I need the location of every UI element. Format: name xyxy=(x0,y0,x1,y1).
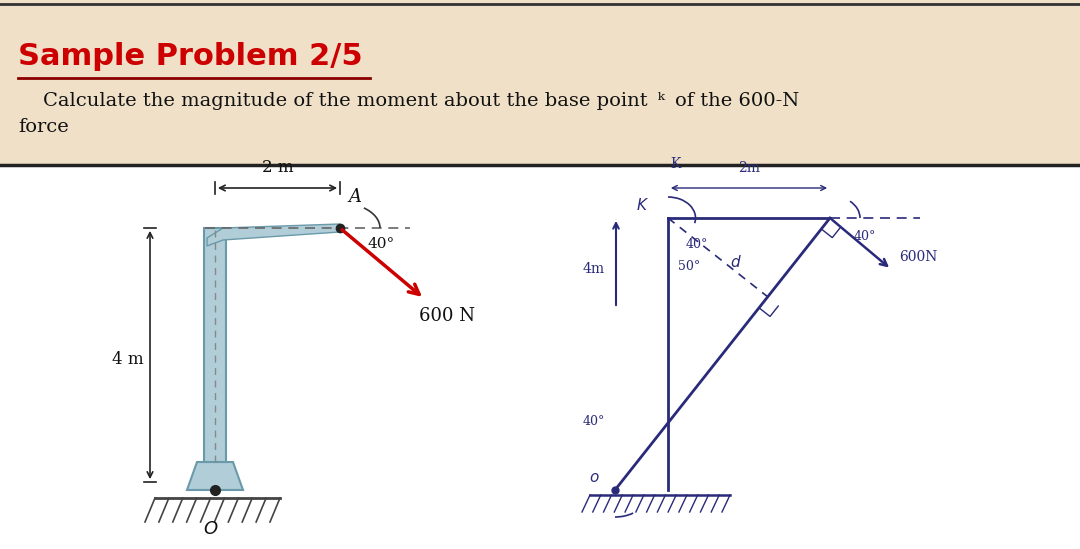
Text: 2 m: 2 m xyxy=(261,159,294,176)
Text: $d$: $d$ xyxy=(730,254,742,271)
Text: A: A xyxy=(348,188,361,206)
Text: 600N: 600N xyxy=(900,250,937,265)
Text: Sample Problem 2/5: Sample Problem 2/5 xyxy=(18,42,363,71)
Text: 4 m: 4 m xyxy=(112,350,144,367)
Text: 40°: 40° xyxy=(854,230,876,243)
Text: 40°: 40° xyxy=(368,237,395,251)
Text: 40°: 40° xyxy=(583,415,606,428)
Bar xyxy=(0,165,1080,549)
Text: 40°: 40° xyxy=(686,238,708,251)
Bar xyxy=(0,0,1080,165)
Polygon shape xyxy=(207,224,340,246)
Text: 4m: 4m xyxy=(583,262,605,276)
Text: $O$: $O$ xyxy=(203,520,219,538)
Text: $o$: $o$ xyxy=(589,471,599,485)
Text: 2m: 2m xyxy=(738,161,760,175)
Polygon shape xyxy=(187,462,243,490)
Text: force: force xyxy=(18,118,69,136)
Text: Calculate the magnitude of the moment about the base point  ᵏ  of the 600-N: Calculate the magnitude of the moment ab… xyxy=(18,92,799,110)
Polygon shape xyxy=(204,228,226,462)
Text: 600 N: 600 N xyxy=(419,307,475,324)
Text: K: K xyxy=(670,157,680,171)
Text: 50°: 50° xyxy=(678,260,700,273)
Text: $K$: $K$ xyxy=(636,197,649,213)
